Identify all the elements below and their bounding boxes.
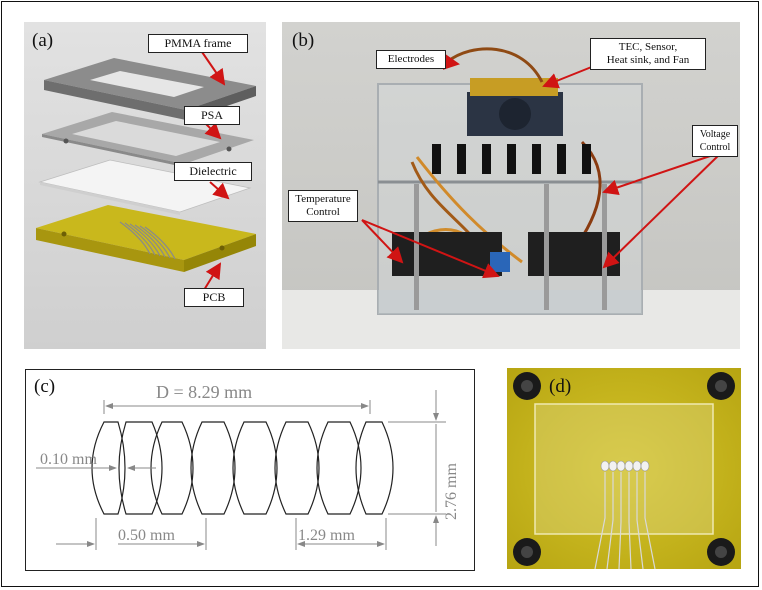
panel-d-label: (d)	[549, 376, 572, 397]
callout-tec-sensor: TEC, Sensor, Heat sink, and Fan	[590, 38, 706, 70]
electrode-shapes	[91, 421, 394, 515]
electrode-dimension-drawing: D = 8.29 mm 0.10 mm 2.76 mm 0.50 mm 1.29…	[36, 382, 460, 550]
callout-pmma-frame: PMMA frame	[148, 34, 248, 53]
pcb-closeup-photo	[507, 368, 741, 569]
device-photo	[282, 22, 740, 349]
dim-gap-text: 0.10 mm	[40, 451, 97, 468]
callout-temp-line1: Temperature	[295, 193, 351, 205]
panel-d: (d)	[507, 368, 741, 569]
callout-psa: PSA	[184, 106, 240, 125]
panel-a: (a) PMMA frame PSA Dielectric PCB	[24, 22, 266, 349]
pmma-frame-layer	[44, 58, 256, 120]
callout-temperature-control: Temperature Control	[288, 190, 358, 222]
dim-d-text: D = 8.29 mm	[156, 382, 252, 402]
panel-a-label: (a)	[32, 30, 54, 51]
callout-electrodes: Electrodes	[376, 50, 446, 69]
callout-tec-line1: TEC, Sensor,	[618, 41, 678, 53]
callout-temp-line2: Control	[306, 206, 340, 218]
panel-b-label: (b)	[292, 30, 315, 51]
panel-c: D = 8.29 mm 0.10 mm 2.76 mm 0.50 mm 1.29…	[25, 369, 475, 571]
callout-voltage-line2: Control	[699, 142, 731, 153]
callout-pcb: PCB	[184, 288, 244, 307]
callout-tec-line2: Heat sink, and Fan	[606, 54, 690, 66]
panel-c-label: (c)	[34, 376, 56, 397]
callout-voltage-line1: Voltage	[699, 129, 731, 140]
psa-layer	[42, 112, 254, 167]
pcb-layer	[36, 205, 256, 272]
callout-voltage-control: Voltage Control	[692, 125, 738, 157]
callout-dielectric: Dielectric	[174, 162, 252, 181]
panel-b: (b) Electrodes TEC, Sensor, Heat sink, a…	[282, 22, 740, 349]
dielectric-layer	[38, 159, 252, 215]
dim-pitch-text: 1.29 mm	[298, 527, 355, 544]
dim-height-text: 2.76 mm	[443, 463, 460, 520]
dim-spacing-text: 0.50 mm	[118, 527, 175, 544]
